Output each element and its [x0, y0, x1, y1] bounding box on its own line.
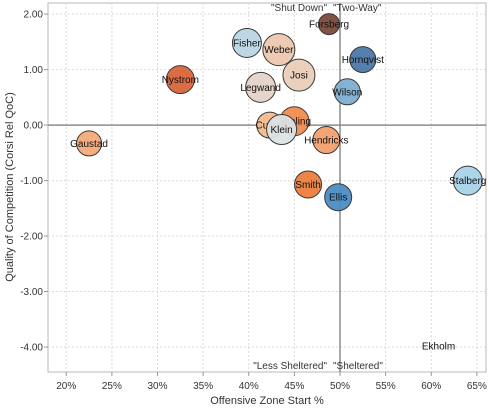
- data-point-bubble: [76, 130, 103, 157]
- x-tick-label: 50%: [330, 381, 350, 392]
- quadrant-label-bottom-right: "Sheltered": [333, 361, 383, 372]
- y-tick-label: -1.00: [20, 176, 43, 187]
- data-point-bubble: [333, 78, 361, 106]
- quadrant-label-top-right: "Two-Way": [333, 3, 382, 14]
- data-point-bubble: [452, 165, 483, 196]
- x-tick-label: 60%: [421, 381, 441, 392]
- data-point-label: Weber: [264, 45, 294, 56]
- data-point-bubble: [231, 27, 262, 58]
- data-point-bubble: [349, 46, 377, 74]
- y-tick-label: -4.00: [20, 343, 43, 354]
- data-point-label: Forsberg: [309, 20, 349, 31]
- x-tick-label: 35%: [193, 381, 213, 392]
- quadrant-label-top-left: "Shut Down": [271, 3, 327, 14]
- x-axis-title: Offensive Zone Start %: [210, 395, 324, 407]
- data-point-bubble: [294, 170, 323, 199]
- data-point-label: Gaustad: [70, 139, 108, 150]
- x-tick-label: 55%: [376, 381, 396, 392]
- data-point-bubble: [262, 33, 296, 67]
- data-point-label: Legwand: [240, 83, 281, 94]
- data-point-label: Smith: [295, 180, 321, 191]
- quadrant-labels: "Shut Down" "Two-Way" "Less Sheltered" "…: [253, 3, 383, 372]
- y-tick-label: -2.00: [20, 232, 43, 243]
- data-point-label: Ekholm: [422, 341, 455, 352]
- data-point-label: Hendricks: [304, 136, 348, 147]
- y-tick-label: 0.00: [24, 121, 44, 132]
- data-point-bubble: [245, 71, 277, 103]
- x-tick-label: 65%: [467, 381, 487, 392]
- data-point-label: Josi: [290, 71, 308, 82]
- data-point-label: Fisher: [233, 38, 261, 49]
- data-point-label: Hornqvist: [342, 55, 384, 66]
- y-tick-label: 2.00: [24, 10, 44, 21]
- x-tick-label: 20%: [56, 381, 76, 392]
- data-point-bubble: [318, 13, 341, 36]
- data-point-bubble: [324, 183, 353, 212]
- y-axis-title: Quality of Competition (Corsi Rel QoC): [4, 92, 16, 282]
- x-tick-label: 45%: [284, 381, 304, 392]
- data-point-bubble: [266, 114, 298, 146]
- data-point-label: Stalberg: [449, 176, 486, 187]
- data-point-label: Klein: [270, 125, 292, 136]
- data-point-bubble: [165, 65, 195, 95]
- quadrant-label-bottom-left: "Less Sheltered": [253, 361, 327, 372]
- x-tick-label: 40%: [239, 381, 259, 392]
- x-tick-label: 30%: [147, 381, 167, 392]
- data-point-label: Wilson: [332, 87, 362, 98]
- data-point-label: Ellis: [329, 193, 347, 204]
- y-tick-label: -3.00: [20, 287, 43, 298]
- data-point-bubble: [282, 58, 316, 92]
- x-tick-label: 25%: [102, 381, 122, 392]
- plot-area: [47, 2, 487, 373]
- data-point-bubble: [312, 126, 341, 155]
- y-tick-label: 1.00: [24, 65, 44, 76]
- data-point-label: Nystrom: [162, 75, 199, 86]
- axis-ticks: 20% 25% 30% 35% 40% 45% 50% 55% 60% 65% 2.00 1.00 0.…: [20, 10, 487, 392]
